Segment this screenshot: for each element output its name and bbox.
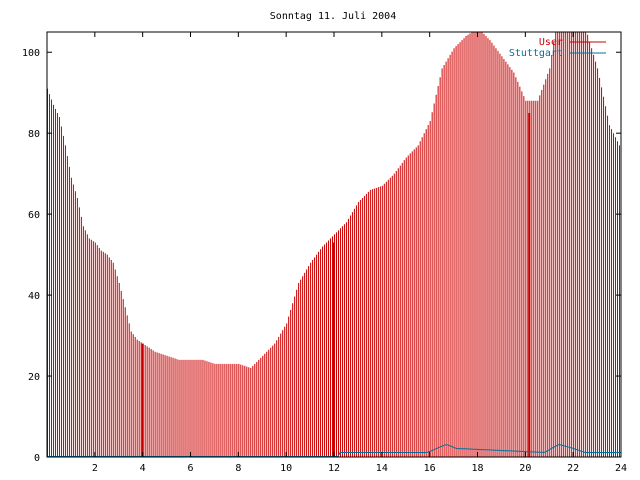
y-tick-label: 40 [28, 291, 40, 302]
x-tick-label: 22 [567, 463, 579, 474]
user-spikes [141, 112, 531, 457]
legend-label: Stuttgart [509, 48, 563, 59]
y-axis: 0 20 40 60 80 100 [22, 48, 621, 464]
x-axis: 2 4 6 8 10 12 14 16 18 20 22 24 [92, 32, 627, 474]
x-tick-label: 2 [92, 463, 98, 474]
y-tick-label: 60 [28, 210, 40, 221]
x-tick-label: 12 [328, 463, 340, 474]
y-tick-label: 80 [28, 129, 40, 140]
chart-title: Sonntag 11. Juli 2004 [270, 11, 396, 22]
x-tick-label: 16 [424, 463, 436, 474]
x-tick-label: 8 [235, 463, 241, 474]
x-tick-label: 24 [615, 463, 627, 474]
x-tick-label: 18 [471, 463, 483, 474]
x-tick-label: 10 [280, 463, 292, 474]
x-tick-label: 14 [376, 463, 388, 474]
legend-label: User [539, 37, 563, 48]
y-tick-label: 100 [22, 48, 40, 59]
x-tick-label: 4 [140, 463, 146, 474]
x-tick-label: 20 [519, 463, 531, 474]
user-bars [47, 32, 621, 457]
y-tick-label: 20 [28, 372, 40, 383]
y-tick-label: 0 [34, 453, 40, 464]
x-tick-label: 6 [187, 463, 193, 474]
